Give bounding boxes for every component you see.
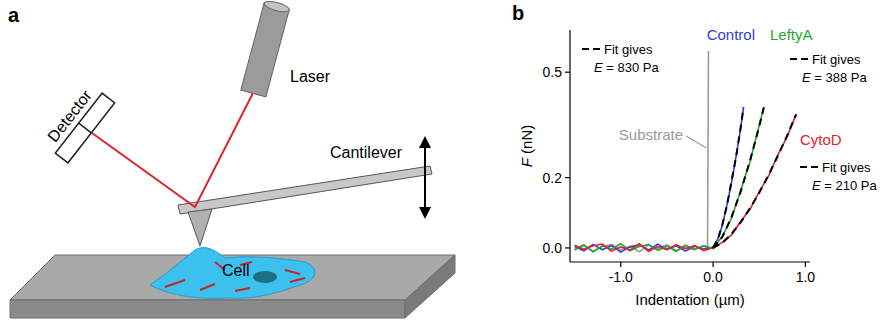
- x-tick: [712, 262, 713, 267]
- nucleus: [253, 271, 277, 283]
- actin-filament: [165, 280, 185, 287]
- actin-filament: [200, 284, 215, 290]
- series-label: CytoD: [800, 131, 842, 148]
- actin-filament: [285, 270, 300, 274]
- y-tick: [565, 177, 570, 178]
- cell-label: Cell: [222, 262, 250, 279]
- fit-result: E = 210 Pa: [812, 178, 877, 193]
- y-tick: [565, 247, 570, 248]
- y-tick-label: 0.5: [543, 64, 563, 80]
- fit-result-symbol: E: [594, 60, 603, 75]
- laser-body: [241, 3, 289, 97]
- fit-result-value: = 210 Pa: [821, 178, 878, 193]
- y-tick-label: 0.2: [543, 170, 563, 186]
- substrate-side: [405, 255, 455, 318]
- fit-key: [790, 58, 808, 60]
- actin-filament: [235, 288, 250, 291]
- y-axis: [569, 30, 570, 262]
- fit-result-value: = 830 Pa: [603, 60, 660, 75]
- y-axis-title-unit: (nN): [518, 125, 535, 158]
- y-tick: [565, 72, 570, 73]
- fit-result: E = 830 Pa: [594, 60, 659, 75]
- x-tick-label: -1.0: [609, 269, 633, 285]
- plot-marks: [575, 51, 797, 252]
- detector-split: [79, 123, 92, 133]
- x-axis-title: Indentation (µm): [635, 291, 745, 308]
- laser-label: Laser: [290, 68, 331, 85]
- figure: a Detector Laser Cantilever Cell b 0.0 0.2 0.5 -1…: [0, 0, 892, 334]
- actin-filament: [290, 278, 305, 282]
- y-axis-title: F (nN): [518, 125, 535, 168]
- arrow-head: [419, 207, 431, 219]
- y-tick-label: 0.0: [543, 240, 563, 256]
- x-tick: [805, 262, 806, 267]
- series-label: LeftyA: [770, 26, 813, 43]
- fit-key: [800, 166, 818, 168]
- fit-curve: [713, 107, 743, 248]
- fit-result-symbol: E: [802, 70, 811, 85]
- laser: [241, 0, 290, 97]
- arrow-head: [419, 136, 431, 148]
- force-curve: [575, 107, 744, 252]
- fit-result-symbol: E: [812, 178, 821, 193]
- label-leader: [686, 136, 706, 148]
- motion-arrow: [424, 146, 426, 209]
- panel-letter: a: [8, 4, 20, 26]
- cantilever: [178, 166, 432, 214]
- x-tick-label: 1.0: [796, 269, 816, 285]
- x-axis: [570, 261, 810, 262]
- detector: Detector: [40, 81, 115, 163]
- panel-a: a Detector Laser Cantilever Cell: [8, 0, 455, 318]
- force-curve: [575, 114, 797, 251]
- series-label: Control: [707, 26, 755, 43]
- x-tick: [620, 262, 621, 267]
- fit-curve: [713, 114, 796, 248]
- x-tick-label: 0.0: [703, 269, 723, 285]
- cantilever-label: Cantilever: [330, 144, 403, 161]
- fit-key: [582, 48, 600, 50]
- fit-result: E = 388 Pa: [802, 70, 867, 85]
- fit-curve: [713, 107, 764, 248]
- fit-label: Fit gives: [822, 160, 871, 175]
- cell: [150, 248, 315, 299]
- fit-result-value: = 388 Pa: [811, 70, 868, 85]
- series-label: Substrate: [619, 126, 683, 143]
- panel-b: b 0.0 0.2 0.5 -1.0 0.0 1.0 Indentation (µm) F (n…: [512, 2, 877, 308]
- laser-beam: [85, 93, 253, 207]
- force-curve: [575, 51, 709, 252]
- detector-label: Detector: [44, 86, 95, 145]
- laser-top: [263, 0, 290, 14]
- tip: [188, 209, 212, 246]
- fit-label: Fit gives: [812, 52, 861, 67]
- substrate-front: [10, 300, 405, 318]
- fit-label: Fit gives: [604, 42, 653, 57]
- panel-letter: b: [512, 2, 524, 24]
